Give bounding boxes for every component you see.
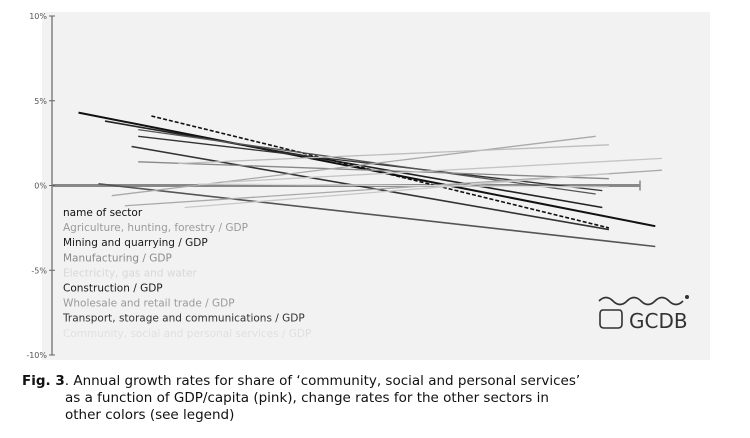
logo-cup-icon — [599, 309, 623, 329]
logo-text: GCDB — [629, 309, 688, 333]
legend-item-5: Construction / GDP — [63, 283, 163, 295]
y-tick-labels: 10% 5% 0% -5% -10% — [26, 12, 55, 360]
series-line-6 — [98, 183, 656, 248]
series-line-2 — [104, 120, 603, 209]
caption-label: Fig. 3 — [22, 373, 65, 389]
series-line-3 — [151, 115, 610, 229]
y-tick-label: -5% — [31, 266, 47, 275]
logo-dot-icon — [685, 295, 689, 299]
series-layer — [78, 111, 663, 248]
caption-line-2: as a function of GDP/capita (pink), chan… — [65, 390, 549, 406]
legend-item-3: Manufacturing / GDP — [63, 252, 172, 264]
legend-item-8: Community, social and personal services … — [63, 328, 311, 340]
legend-item-1: Agriculture, hunting, forestry / GDP — [63, 222, 248, 234]
series-line-9 — [111, 135, 596, 197]
series-line-8 — [138, 161, 609, 180]
series-line-13 — [184, 172, 609, 209]
y-tick-label: 10% — [29, 12, 47, 21]
series-line-14 — [197, 183, 609, 188]
legend: name of sector Agriculture, hunting, fore… — [62, 207, 311, 340]
figure-caption: Fig. 3. Annual growth rates for share of… — [22, 373, 732, 424]
legend-item-7: Transport, storage and communications / … — [62, 313, 305, 325]
logo-wave-icon — [598, 296, 684, 306]
legend-item-2: Mining and quarrying / GDP — [63, 237, 208, 249]
series-line-12 — [177, 144, 609, 165]
y-tick-label: 0% — [34, 182, 47, 191]
caption-line-1: . Annual growth rates for share of ‘comm… — [64, 373, 581, 389]
series-line-11 — [224, 157, 663, 183]
gcdb-logo: GCDB — [598, 295, 689, 333]
caption-line-3: other colors (see legend) — [65, 407, 235, 423]
y-tick-label: -10% — [26, 351, 47, 360]
legend-item-4: Electricity, gas and water — [63, 267, 197, 279]
series-line-4 — [131, 145, 610, 231]
series-line-7 — [138, 128, 596, 195]
legend-title: name of sector — [63, 207, 143, 219]
y-tick-label: 5% — [34, 97, 47, 106]
legend-item-6: Wholesale and retail trade / GDP — [63, 298, 235, 310]
